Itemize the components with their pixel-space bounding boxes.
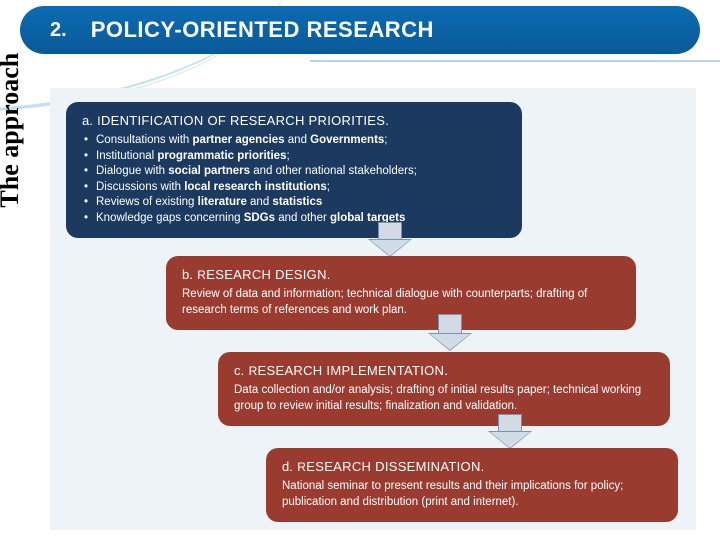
step-d-letter: d. (282, 459, 293, 474)
step-c-letter: c. (234, 363, 244, 378)
step-a-title: IDENTIFICATION OF RESEARCH PRIORITIES. (97, 113, 389, 128)
step-d-body: National seminar to present results and … (282, 479, 662, 510)
step-a-bullet: Knowledge gaps concerning SDGs and other… (82, 211, 506, 227)
header-underline (310, 60, 720, 62)
step-a-bullet: Consultations with partner agencies and … (82, 133, 506, 149)
step-a-letter: a. (82, 113, 93, 128)
step-a-bullet: Reviews of existing literature and stati… (82, 195, 506, 211)
side-label: The approach (0, 53, 25, 208)
step-b-body: Review of data and information; technica… (182, 287, 620, 318)
step-a: a. IDENTIFICATION OF RESEARCH PRIORITIES… (66, 102, 522, 238)
step-a-bullet: Discussions with local research institut… (82, 180, 506, 196)
header-number: 2. (50, 19, 67, 42)
step-a-bullet: Dialogue with social partners and other … (82, 164, 506, 180)
step-d-title: RESEARCH DISSEMINATION. (297, 459, 484, 474)
step-a-bullets: Consultations with partner agencies and … (82, 133, 506, 226)
header-bar: 2. POLICY-ORIENTED RESEARCH (20, 6, 700, 54)
step-b: b. RESEARCH DESIGN. Review of data and i… (166, 256, 636, 330)
step-d: d. RESEARCH DISSEMINATION. National semi… (266, 448, 678, 522)
header-title: POLICY-ORIENTED RESEARCH (91, 17, 434, 43)
step-b-letter: b. (182, 267, 193, 282)
flow-diagram: a. IDENTIFICATION OF RESEARCH PRIORITIES… (50, 88, 696, 530)
step-c: c. RESEARCH IMPLEMENTATION. Data collect… (218, 352, 670, 426)
step-c-body: Data collection and/or analysis; draftin… (234, 383, 654, 414)
step-b-title: RESEARCH DESIGN. (197, 267, 330, 282)
step-c-title: RESEARCH IMPLEMENTATION. (249, 363, 449, 378)
step-a-bullet: Institutional programmatic priorities; (82, 149, 506, 165)
